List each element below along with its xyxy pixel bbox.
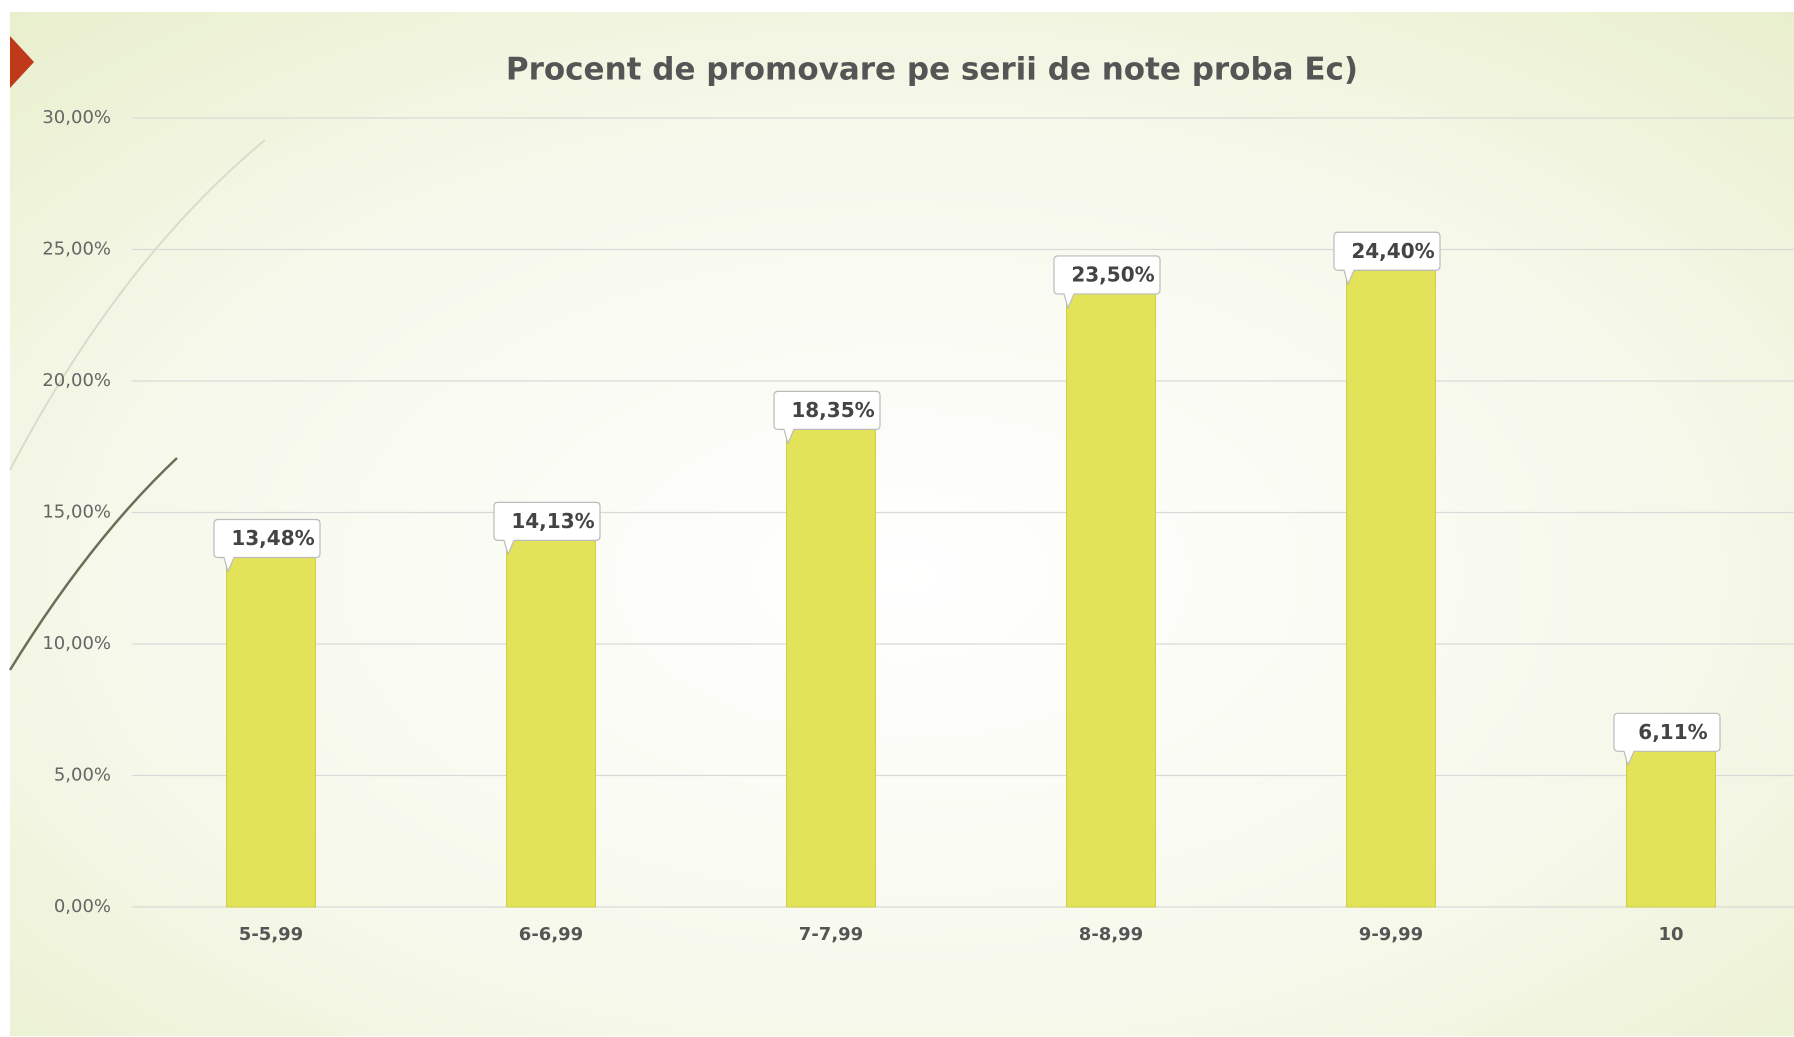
y-tick-label: 10,00%: [42, 633, 111, 654]
chart-title: Procent de promovare pe serii de note pr…: [506, 52, 1358, 88]
data-label: 13,48%: [231, 526, 314, 550]
bar: [1626, 745, 1716, 908]
data-label: 14,13%: [511, 509, 594, 533]
data-label-callout: [1053, 255, 1161, 310]
decor-curve: [9, 139, 266, 471]
y-tick-label: 30,00%: [42, 107, 111, 128]
data-label-callout: [1613, 712, 1721, 768]
x-tick-label: 7-7,99: [799, 924, 863, 945]
data-label-callout: [493, 501, 601, 557]
bar: [226, 551, 316, 908]
data-label: 18,35%: [791, 398, 874, 422]
decor-triangle: [10, 36, 34, 88]
bar: [786, 423, 876, 908]
data-label: 24,40%: [1351, 239, 1434, 263]
x-tick-label: 10: [1658, 924, 1683, 945]
data-label-callout: [213, 518, 321, 574]
x-tick-label: 6-6,99: [519, 924, 583, 945]
x-tick-label: 9-9,99: [1359, 924, 1423, 945]
bar: [1066, 288, 1156, 908]
y-tick-label: 20,00%: [42, 370, 111, 391]
data-label: 23,50%: [1071, 262, 1154, 286]
y-tick-label: 0,00%: [54, 896, 111, 917]
decor-curve: [8, 457, 178, 671]
x-tick-label: 5-5,99: [239, 924, 303, 945]
data-label: 6,11%: [1638, 720, 1707, 744]
bar: [1346, 264, 1436, 908]
y-tick-label: 5,00%: [54, 765, 111, 786]
data-label-callout: [773, 390, 881, 446]
x-tick-label: 8-8,99: [1079, 924, 1143, 945]
data-label-callout: [1333, 231, 1441, 287]
y-tick-label: 15,00%: [42, 502, 111, 523]
y-tick-label: 25,00%: [42, 239, 111, 260]
bar: [506, 534, 596, 908]
